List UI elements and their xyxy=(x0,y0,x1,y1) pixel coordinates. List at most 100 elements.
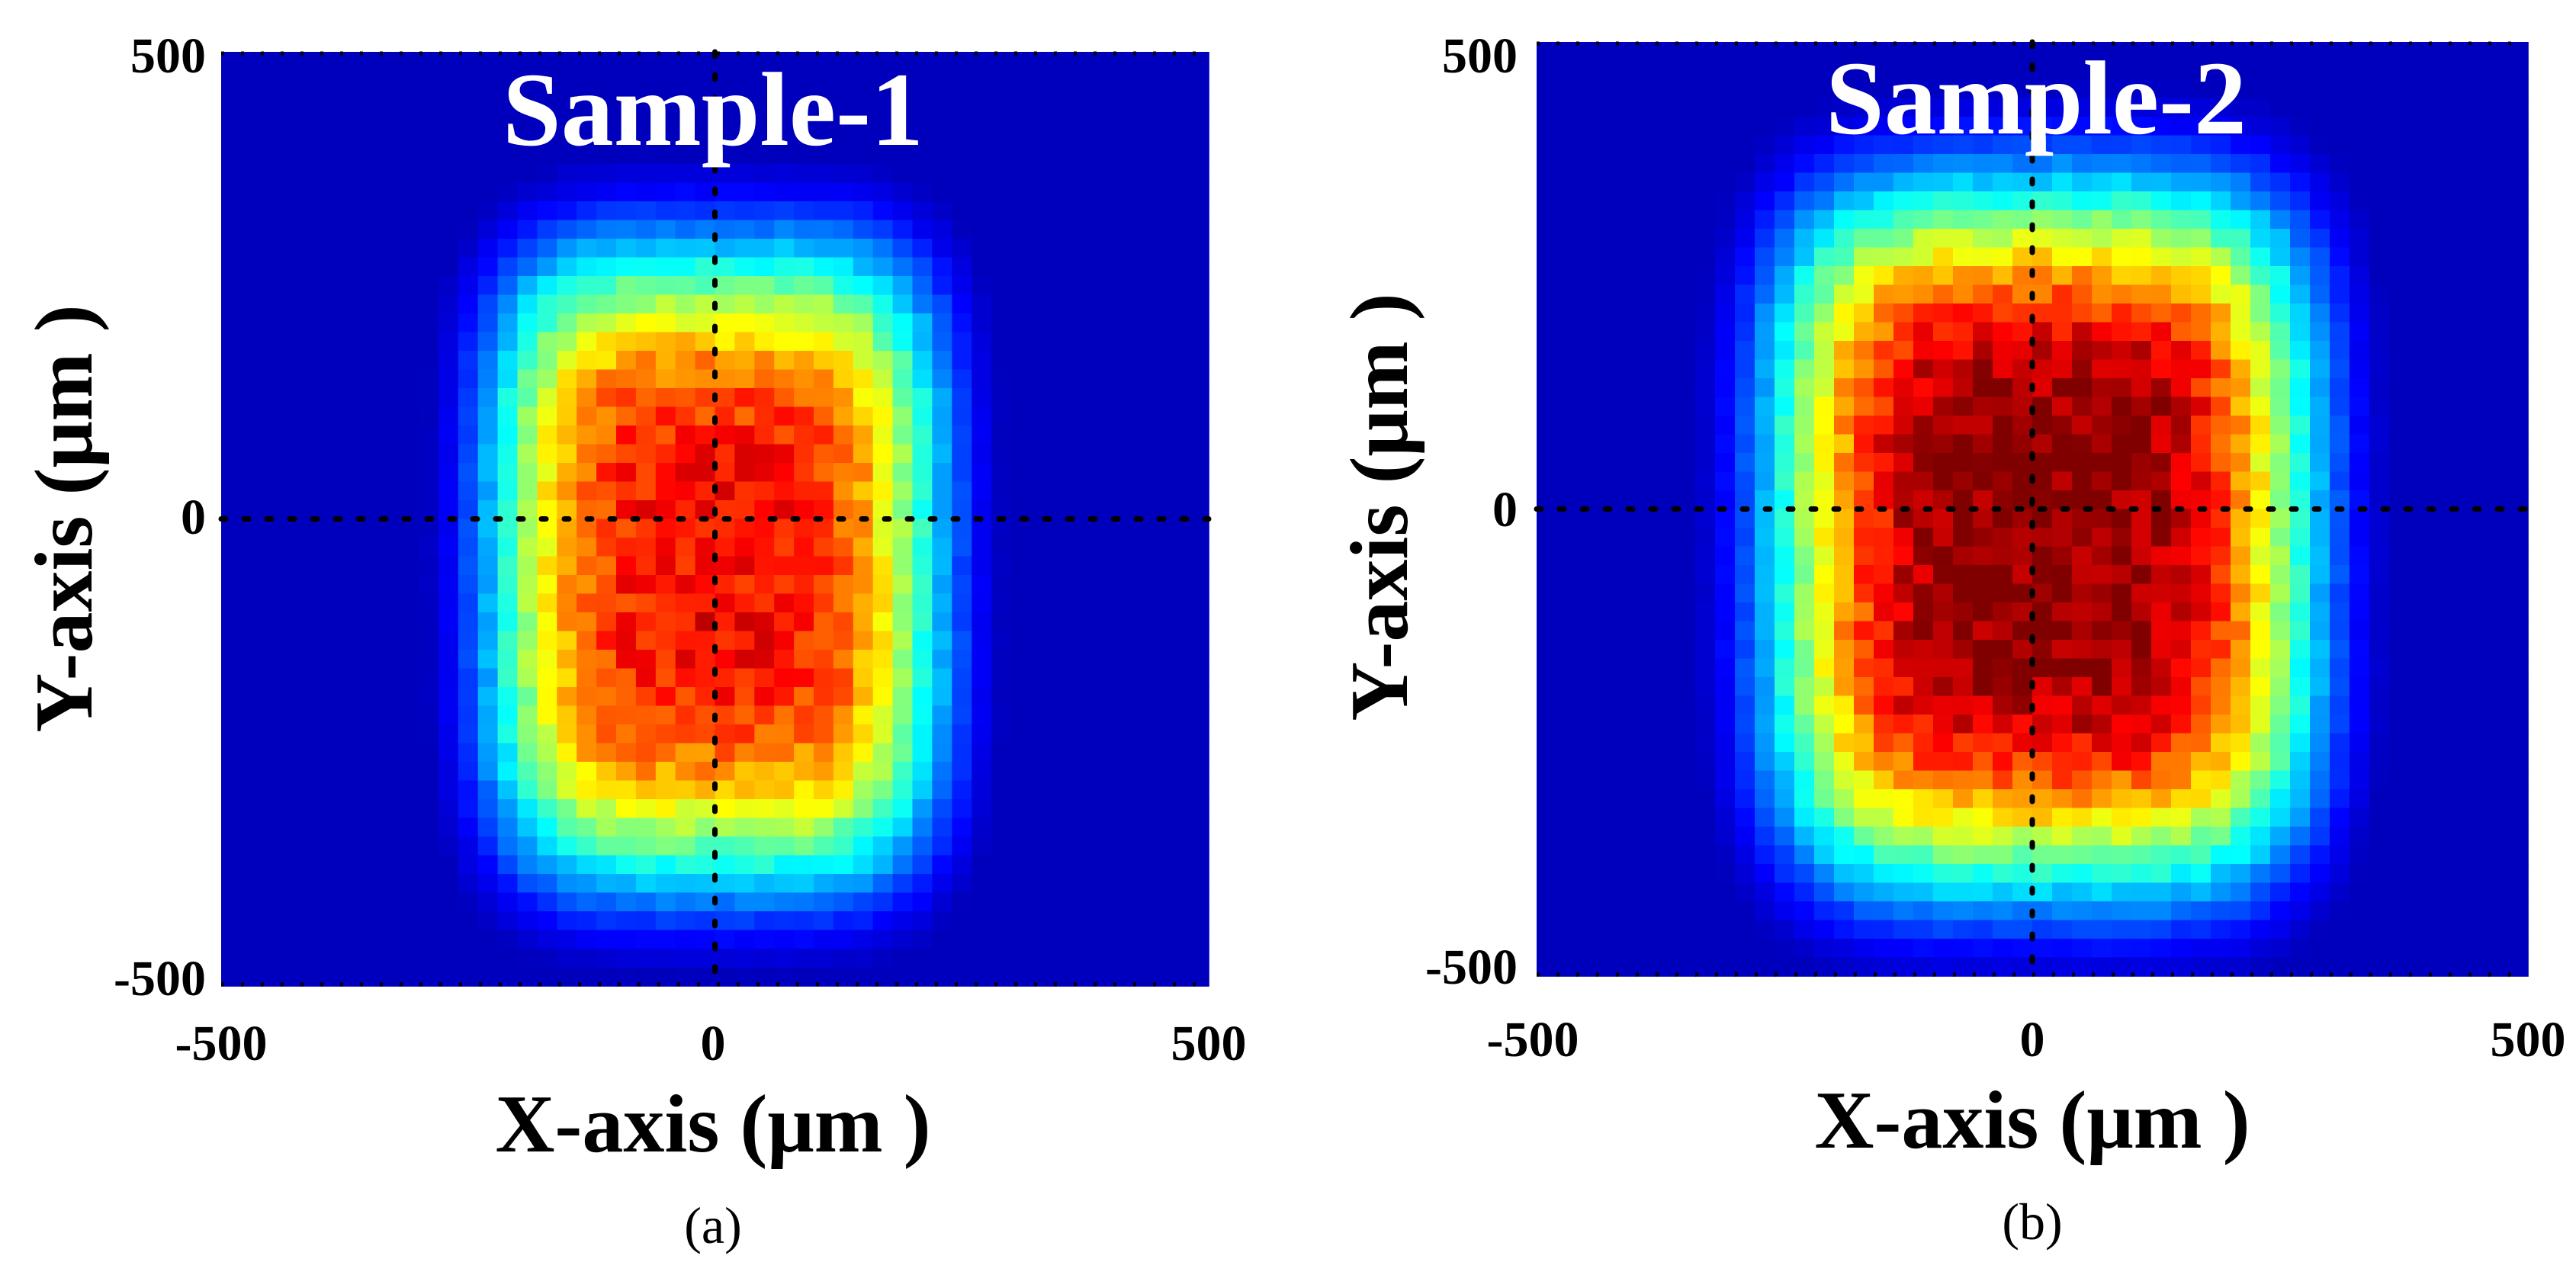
heatmap-cell xyxy=(1913,808,1934,827)
heatmap-cell xyxy=(438,70,459,90)
heatmap-cell xyxy=(2290,60,2311,80)
heatmap-cell xyxy=(1794,172,1815,192)
heatmap-cell xyxy=(1596,416,1617,435)
heatmap-cell xyxy=(1993,528,2013,548)
heatmap-cell xyxy=(1755,565,1775,585)
heatmap-cell xyxy=(754,294,775,314)
heatmap-cell xyxy=(537,724,558,744)
heatmap-cell xyxy=(1874,901,1894,921)
heatmap-cell xyxy=(892,705,914,725)
heatmap-cell xyxy=(734,538,756,557)
heatmap-cell xyxy=(1656,154,1676,174)
heatmap-cell xyxy=(1814,172,1835,192)
heatmap-cell xyxy=(1556,397,1577,416)
heatmap-cell xyxy=(2092,583,2112,603)
heatmap-cell xyxy=(497,650,519,670)
heatmap-cell xyxy=(1675,397,1696,416)
heatmap-cell xyxy=(1755,770,1775,790)
heatmap-cell xyxy=(300,388,321,408)
heatmap-cell xyxy=(2409,471,2430,491)
heatmap-cell xyxy=(438,650,459,670)
heatmap-cell xyxy=(399,780,419,800)
heatmap-cell xyxy=(2508,640,2529,660)
heatmap-cell xyxy=(2468,60,2489,80)
heatmap-cell xyxy=(517,313,538,333)
heatmap-cell xyxy=(1596,266,1617,286)
heatmap-cell xyxy=(2012,303,2033,323)
heatmap-cell xyxy=(1129,799,1151,819)
heatmap-cell xyxy=(2092,98,2112,117)
heatmap-cell xyxy=(616,930,637,949)
heatmap-cell xyxy=(300,556,321,576)
heatmap-cell xyxy=(1090,444,1111,464)
heatmap-cell xyxy=(754,911,775,931)
heatmap-cell xyxy=(2310,191,2330,211)
heatmap-cell xyxy=(774,463,795,483)
heatmap-cell xyxy=(695,164,716,184)
heatmap-cell xyxy=(2429,509,2449,528)
heatmap-cell xyxy=(853,426,874,445)
heatmap-cell xyxy=(2488,864,2509,884)
heatmap-cell xyxy=(1616,957,1636,977)
heatmap-cell xyxy=(1030,650,1052,670)
heatmap-cell xyxy=(2092,845,2112,865)
heatmap-cell xyxy=(1149,762,1170,782)
heatmap-cell xyxy=(497,817,519,837)
heatmap-cell xyxy=(1854,397,1874,416)
heatmap-cell xyxy=(1953,939,1974,959)
heatmap-cell xyxy=(2151,770,2172,790)
heatmap-cell xyxy=(596,724,617,744)
heatmap-cell xyxy=(1834,864,1855,884)
heatmap-cell xyxy=(2429,789,2449,809)
heatmap-cell xyxy=(1050,369,1071,389)
heatmap-cell xyxy=(2012,882,2033,902)
heatmap-cell xyxy=(635,89,657,109)
heatmap-cell xyxy=(1775,322,1795,342)
heatmap-cell xyxy=(932,313,953,333)
heatmap-cell xyxy=(2389,920,2410,939)
heatmap-cell xyxy=(1556,453,1577,473)
heatmap-cell xyxy=(2131,845,2152,865)
heatmap-cell xyxy=(972,911,992,931)
heatmap-cell xyxy=(794,108,814,127)
heatmap-cell xyxy=(616,463,637,483)
heatmap-cell xyxy=(912,220,933,239)
heatmap-cell xyxy=(419,369,439,389)
heatmap-cell xyxy=(1129,519,1151,538)
heatmap-cell xyxy=(2032,509,2053,528)
heatmap-cell xyxy=(2211,378,2231,398)
heatmap-cell xyxy=(2112,154,2132,174)
heatmap-cell xyxy=(2468,453,2489,473)
heatmap-cell xyxy=(1755,341,1775,361)
heatmap-cell xyxy=(814,837,834,856)
heatmap-cell xyxy=(1933,98,1954,117)
heatmap-cell xyxy=(557,406,577,426)
heatmap-cell xyxy=(1695,247,1716,267)
heatmap-cell xyxy=(1616,864,1636,884)
heatmap-cell xyxy=(2429,378,2449,398)
heatmap-cell xyxy=(320,949,341,968)
heatmap-cell xyxy=(1149,294,1170,314)
heatmap-cell xyxy=(517,762,538,782)
heatmap-cell xyxy=(853,743,874,763)
heatmap-cell xyxy=(2350,322,2370,342)
heatmap-cell xyxy=(1874,528,1894,548)
heatmap-cell xyxy=(1775,191,1795,211)
heatmap-cell xyxy=(2389,284,2410,304)
heatmap-cell xyxy=(912,388,933,408)
heatmap-cell xyxy=(2211,247,2231,267)
heatmap-cell xyxy=(1755,42,1775,62)
heatmap-cell xyxy=(1834,602,1855,622)
heatmap-cell xyxy=(537,743,558,763)
heatmap-cell xyxy=(833,799,854,819)
heatmap-cell xyxy=(1814,808,1835,827)
heatmap-cell xyxy=(2191,191,2211,211)
heatmap-cell xyxy=(853,892,874,912)
heatmap-cell xyxy=(1556,695,1577,715)
heatmap-cell xyxy=(260,52,281,72)
heatmap-cell xyxy=(1169,575,1190,595)
heatmap-cell xyxy=(972,668,992,688)
panel-b: Sample-2 500 0 -500 -500 0 500 X-axis (μ… xyxy=(1335,28,2566,1251)
heatmap-cell xyxy=(1814,939,1835,959)
heatmap-cell xyxy=(2092,640,2112,660)
